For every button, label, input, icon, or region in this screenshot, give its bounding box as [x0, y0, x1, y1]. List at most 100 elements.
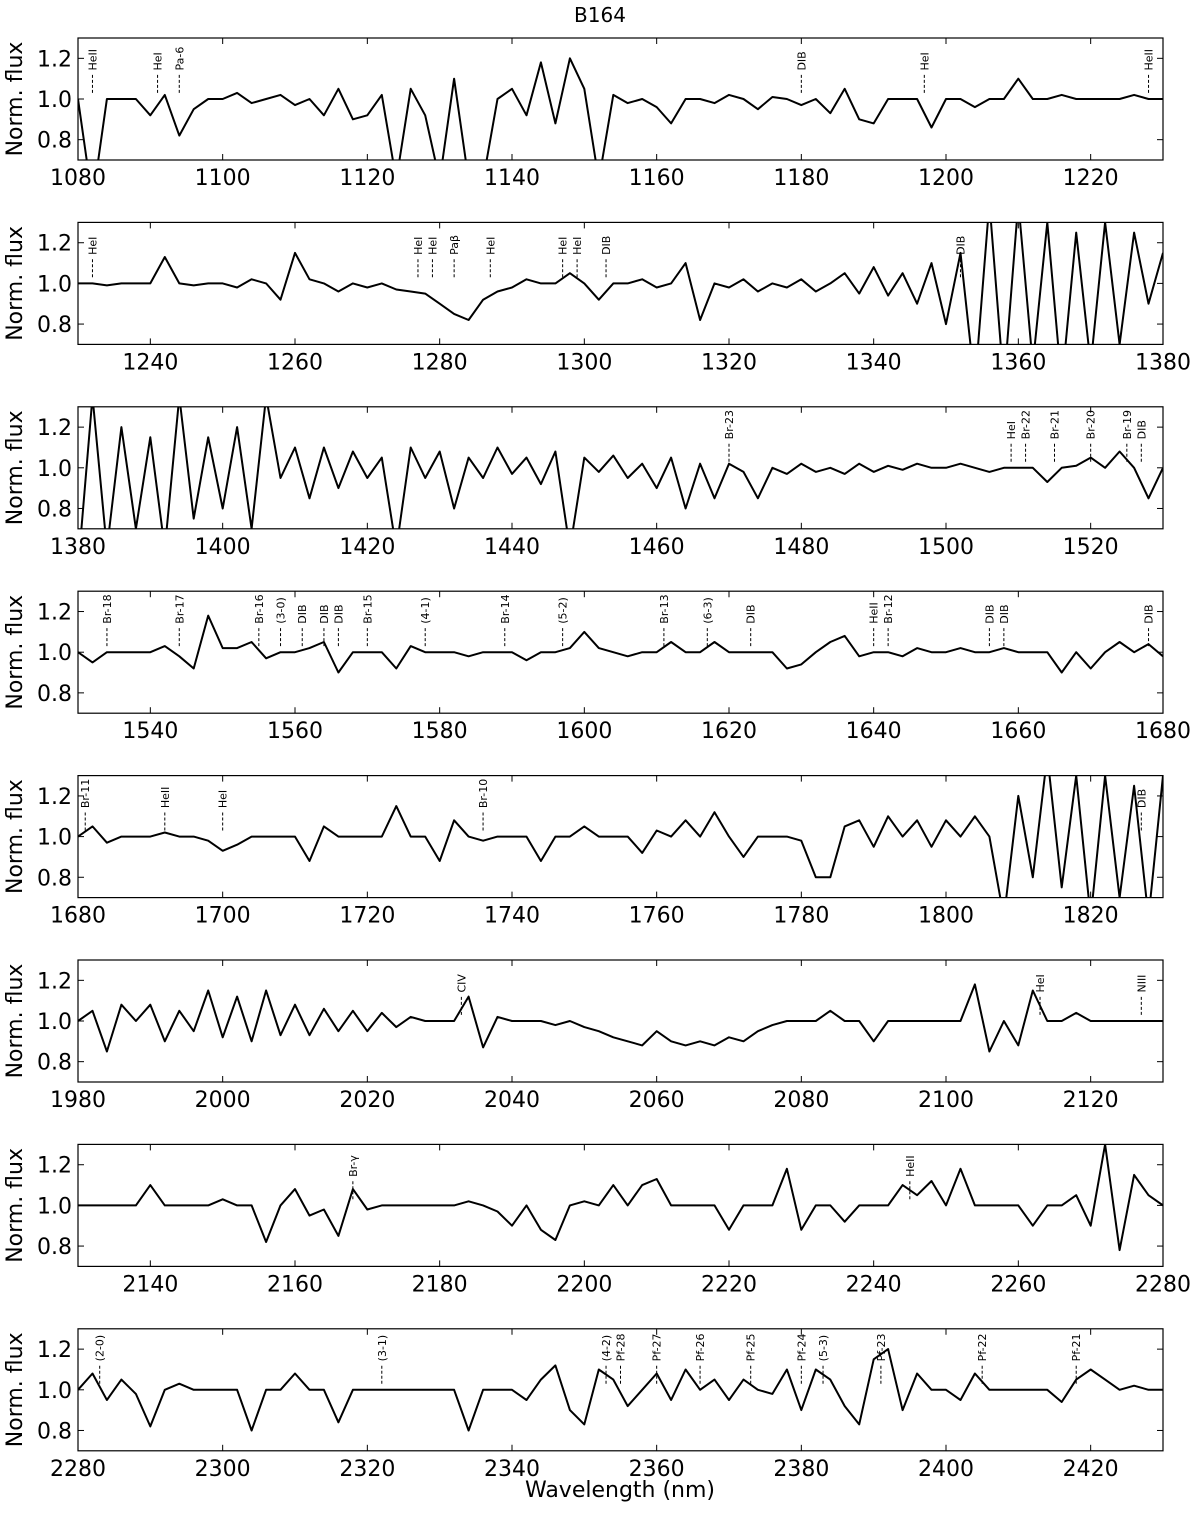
panel: 0.8 1.0 1.2 2280 2300 2320 2340 2360 2380 2400 242… [3, 1328, 1164, 1482]
panel: 0.8 1.0 1.2 1080 1100 1120 1140 1160 1180 1200 122… [3, 37, 1164, 191]
x-tick-label: 1280 [412, 350, 468, 375]
y-tick-label: 1.2 [37, 47, 72, 72]
x-tick-label: 2000 [195, 1088, 251, 1113]
annotation-label: HeI [152, 52, 165, 70]
x-tick-label: 1520 [1063, 535, 1119, 560]
y-tick-label: 0.8 [37, 1419, 72, 1444]
y-axis-label: Norm. flux [3, 595, 28, 710]
axes-frame [77, 406, 1164, 530]
y-axis-label: Norm. flux [3, 779, 28, 894]
spectrum-line [78, 1144, 1163, 1252]
panel: 0.8 1.0 1.2 2140 2160 2180 2200 2220 2240 2260 228… [3, 1143, 1191, 1297]
y-tick-label: 1.0 [37, 272, 72, 297]
annotation-label: Pf-21 [1070, 1333, 1083, 1361]
annotation-label: DIB [998, 604, 1011, 623]
x-tick-label: 1440 [484, 535, 540, 560]
y-tick-label: 1.0 [37, 1010, 72, 1035]
annotation-label: Pf-23 [875, 1333, 888, 1361]
x-tick-label: 1480 [773, 535, 829, 560]
annotation-label: (2-0) [94, 1335, 107, 1362]
annotation-label: HeI [217, 790, 230, 808]
annotation-label: (6-3) [701, 597, 714, 624]
annotation-label: Br-14 [499, 594, 512, 623]
x-tick-label: 1680 [50, 904, 106, 929]
annotation-label: CIV [455, 974, 468, 993]
annotation-label: Br-13 [658, 594, 671, 623]
axes-frame [77, 221, 1164, 345]
annotation-label: Pa-6 [173, 47, 186, 71]
x-tick-label: 2180 [412, 1272, 468, 1297]
y-tick-label: 0.8 [37, 866, 72, 891]
x-tick-label: 1400 [195, 535, 251, 560]
y-tick-label: 1.2 [37, 1338, 72, 1363]
annotation-label: Pf-24 [795, 1333, 808, 1361]
annotation-label: Br-10 [477, 779, 490, 808]
annotation-label: HeI [86, 237, 99, 255]
annotation-label: HeI [426, 237, 439, 255]
annotation-label: DIB [1135, 420, 1148, 439]
annotation-label: HeI [557, 237, 570, 255]
x-tick-label: 2200 [556, 1272, 612, 1297]
x-tick-label: 1380 [50, 535, 106, 560]
x-tick-label: 1580 [412, 719, 468, 744]
y-axis-label: Norm. flux [3, 226, 28, 341]
y-tick-label: 1.0 [37, 1379, 72, 1404]
annotation-label: DIB [1135, 789, 1148, 808]
annotation-label: Pf-26 [694, 1333, 707, 1361]
y-axis-label: Norm. flux [3, 42, 28, 157]
annotation-label: DIB [745, 604, 758, 623]
spectrum-line [78, 222, 1163, 345]
x-tick-label: 2220 [701, 1272, 757, 1297]
x-tick-label: 2380 [773, 1457, 829, 1482]
x-tick-label: 2320 [339, 1457, 395, 1482]
annotation-label: Paβ [448, 235, 461, 255]
x-tick-label: 2340 [484, 1457, 540, 1482]
x-tick-label: 2080 [773, 1088, 829, 1113]
y-tick-label: 1.0 [37, 641, 72, 666]
y-axis-label: Norm. flux [3, 1332, 28, 1447]
x-tick-label: 2060 [629, 1088, 685, 1113]
annotation-label: Br-21 [1049, 410, 1062, 439]
annotation-label: DIB [1143, 604, 1156, 623]
x-tick-label: 1740 [484, 904, 540, 929]
y-tick-label: 1.0 [37, 88, 72, 113]
y-tick-label: 1.2 [37, 416, 72, 441]
panel: 0.8 1.0 1.2 1980 2000 2020 2040 2060 2080 2100 212… [3, 959, 1164, 1113]
x-tick-label: 1160 [629, 166, 685, 191]
annotation-label: HeII [1143, 49, 1156, 71]
annotation-label: Br-22 [1020, 410, 1033, 439]
annotation-label: (3-1) [376, 1335, 389, 1362]
x-tick-label: 1780 [773, 904, 829, 929]
annotation-label: Pf-22 [976, 1333, 989, 1361]
x-axis-label: Wavelength (nm) [525, 1478, 715, 1503]
annotation-label: Br-16 [253, 594, 266, 623]
x-tick-label: 2140 [122, 1272, 178, 1297]
annotation-label: HeI [484, 237, 497, 255]
x-tick-label: 2400 [918, 1457, 974, 1482]
annotation-label: Br-18 [101, 594, 114, 623]
x-tick-label: 1460 [629, 535, 685, 560]
x-tick-label: 1260 [267, 350, 323, 375]
x-tick-label: 2040 [484, 1088, 540, 1113]
x-tick-label: 1140 [484, 166, 540, 191]
x-tick-label: 1200 [918, 166, 974, 191]
axes-frame [77, 959, 1164, 1083]
axes-frame [77, 37, 1164, 161]
y-tick-label: 0.8 [37, 682, 72, 707]
x-tick-label: 1500 [918, 535, 974, 560]
y-axis-label: Norm. flux [3, 410, 28, 525]
y-tick-label: 0.8 [37, 1051, 72, 1076]
annotation-label: HeII [904, 1155, 917, 1177]
y-axis-label: Norm. flux [3, 1148, 28, 1263]
annotation-label: (4-1) [419, 597, 432, 624]
x-tick-label: 1600 [556, 719, 612, 744]
annotation-label: DIB [332, 604, 345, 623]
spectrum-line [78, 775, 1163, 898]
x-tick-label: 2420 [1063, 1457, 1119, 1482]
x-tick-label: 1700 [195, 904, 251, 929]
axes-frame [77, 1143, 1164, 1268]
x-tick-label: 2280 [1135, 1272, 1191, 1297]
annotation-label: Br-γ [347, 1155, 360, 1177]
y-tick-label: 0.8 [37, 497, 72, 522]
